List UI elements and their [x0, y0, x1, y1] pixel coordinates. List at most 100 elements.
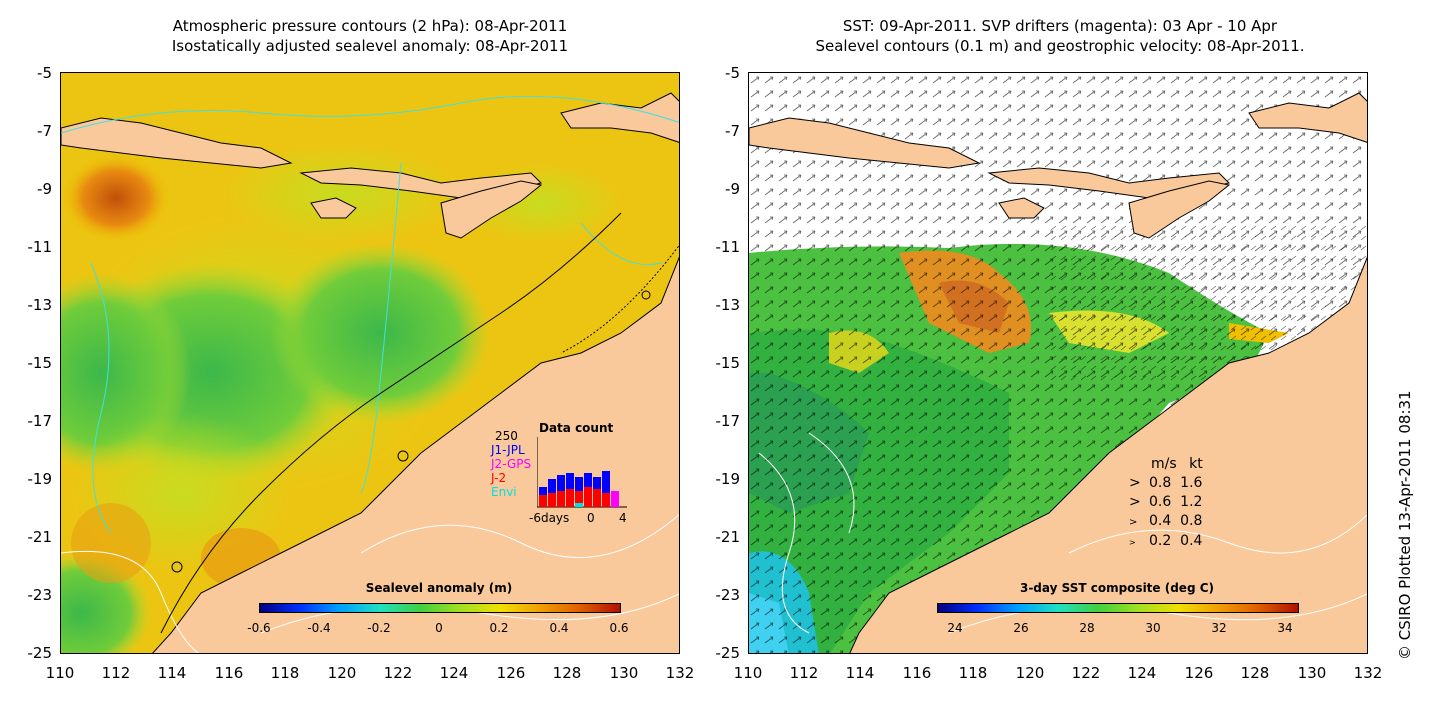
right-y-label: -15	[715, 354, 741, 372]
right-x-label: 124	[1127, 664, 1157, 682]
left-cb-tick-5: 0.4	[549, 621, 569, 635]
right-x-label: 120	[1015, 664, 1045, 682]
left-cb-tick-1: -0.4	[307, 621, 331, 635]
left-y-label: -11	[27, 238, 53, 256]
data-count-bar-group	[539, 471, 619, 507]
left-x-label: 114	[157, 664, 187, 682]
right-title-line1: SST: 09-Apr-2011. SVP drifters (magenta)…	[842, 17, 1278, 35]
right-x-label: 112	[789, 664, 819, 682]
left-x-label: 126	[496, 664, 526, 682]
left-x-label: 132	[665, 664, 695, 682]
right-y-label: -9	[725, 180, 740, 198]
left-cb-tick-4: 0.2	[489, 621, 509, 635]
right-x-label: 116	[902, 664, 932, 682]
right-map-panel: m/s kt >0.8 1.6 >0.6 1.2 >0.4 0.8 >0.2 0…	[748, 72, 1368, 654]
left-x-label: 120	[327, 664, 357, 682]
left-title-line2: Isostatically adjusted sealevel anomaly:…	[171, 37, 569, 55]
right-y-label: -11	[715, 238, 741, 256]
left-panel-title: Atmospheric pressure contours (2 hPa): 0…	[60, 16, 680, 56]
right-x-label: 130	[1297, 664, 1327, 682]
velocity-legend-kt: 1.2	[1180, 494, 1203, 510]
right-y-label: -13	[715, 296, 741, 314]
left-y-label: -13	[27, 296, 53, 314]
left-x-label: 124	[439, 664, 469, 682]
right-colorbar-title: 3-day SST composite (deg C)	[1019, 581, 1215, 595]
legend-series-j1: J1-JPL	[491, 443, 525, 457]
left-colorbar	[259, 603, 621, 613]
left-y-label: -9	[37, 180, 52, 198]
left-y-label: -7	[37, 122, 52, 140]
left-cb-tick-2: -0.2	[367, 621, 391, 635]
right-x-label: 118	[958, 664, 988, 682]
data-count-title: Data count	[539, 421, 614, 435]
left-x-label: 130	[609, 664, 639, 682]
left-cb-tick-0: -0.6	[247, 621, 271, 635]
legend-series-envi: Envi	[491, 485, 517, 499]
right-cb-tick-2: 28	[1079, 621, 1095, 635]
right-y-label: -5	[725, 64, 740, 82]
left-y-label: -23	[27, 586, 53, 604]
left-y-label: -25	[27, 644, 53, 662]
right-x-label: 122	[1071, 664, 1101, 682]
velocity-legend-kt: 0.4	[1180, 533, 1203, 549]
left-cb-tick-3: 0	[435, 621, 443, 635]
right-x-label: 110	[733, 664, 763, 682]
left-x-label: 122	[383, 664, 413, 682]
left-x-label: 112	[101, 664, 131, 682]
right-cb-tick-3: 30	[1145, 621, 1161, 635]
legend-series-j2: J2-GPS	[491, 457, 532, 471]
left-y-label: -21	[27, 528, 53, 546]
right-cb-tick-1: 26	[1013, 621, 1029, 635]
velocity-legend-ms: 0.6	[1149, 494, 1172, 510]
right-y-label: -23	[715, 586, 741, 604]
data-count-inset: Data count 250 J1-JPL J2-GPS J-2 Envi -6…	[489, 421, 639, 525]
velocity-legend-row: >0.4 0.8	[1129, 513, 1203, 529]
right-x-label: 128	[1240, 664, 1270, 682]
velocity-legend-ms: 0.2	[1149, 533, 1172, 549]
left-x-label: 128	[552, 664, 582, 682]
velocity-legend-ms: 0.4	[1149, 513, 1172, 529]
left-y-label: -15	[27, 354, 53, 372]
left-title-line1: Atmospheric pressure contours (2 hPa): 0…	[172, 17, 568, 35]
velocity-legend-kt: 0.8	[1180, 513, 1203, 529]
velocity-legend-header: m/s kt	[1129, 455, 1249, 474]
right-y-label: -17	[715, 412, 741, 430]
right-x-label: 114	[845, 664, 875, 682]
left-y-label: -19	[27, 470, 53, 488]
velocity-legend-ms: 0.8	[1149, 475, 1172, 491]
right-panel-title: SST: 09-Apr-2011. SVP drifters (magenta)…	[740, 16, 1380, 56]
sst-map	[749, 73, 1367, 653]
left-colorbar-title: Sealevel anomaly (m)	[365, 581, 513, 595]
data-count-x-start: -6days	[529, 511, 570, 525]
left-cb-tick-6: 0.6	[609, 621, 629, 635]
right-y-label: -25	[715, 644, 741, 662]
velocity-legend-row: >0.2 0.4	[1129, 533, 1203, 549]
velocity-legend-ms-header: m/s	[1151, 456, 1177, 472]
right-y-label: -19	[715, 470, 741, 488]
left-y-label: -5	[37, 64, 52, 82]
left-x-label: 110	[45, 664, 75, 682]
velocity-legend-row: >0.6 1.2	[1129, 494, 1203, 510]
right-cb-tick-4: 32	[1211, 621, 1227, 635]
legend-series-jason2: J-2	[491, 471, 507, 485]
velocity-legend-row: >0.8 1.6	[1129, 475, 1203, 491]
left-x-label: 118	[270, 664, 300, 682]
right-cb-tick-0: 24	[947, 621, 963, 635]
left-map-panel: Data count 250 J1-JPL J2-GPS J-2 Envi -6…	[60, 72, 680, 654]
sealevel-anomaly-map	[61, 73, 679, 653]
data-count-x-zero: 0	[587, 511, 595, 525]
right-x-label: 126	[1184, 664, 1214, 682]
data-count-bars	[537, 437, 627, 508]
right-x-label: 132	[1353, 664, 1383, 682]
data-count-x-end: 4	[619, 511, 627, 525]
right-colorbar	[937, 603, 1299, 613]
velocity-legend-kt-header: kt	[1189, 456, 1203, 472]
right-title-line2: Sealevel contours (0.1 m) and geostrophi…	[815, 37, 1305, 55]
right-cb-tick-5: 34	[1277, 621, 1293, 635]
velocity-legend-kt: 1.6	[1180, 475, 1203, 491]
velocity-legend: m/s kt >0.8 1.6 >0.6 1.2 >0.4 0.8 >0.2 0…	[1129, 455, 1249, 552]
left-x-label: 116	[214, 664, 244, 682]
data-count-max-label: 250	[495, 429, 518, 443]
left-y-label: -17	[27, 412, 53, 430]
right-y-label: -21	[715, 528, 741, 546]
